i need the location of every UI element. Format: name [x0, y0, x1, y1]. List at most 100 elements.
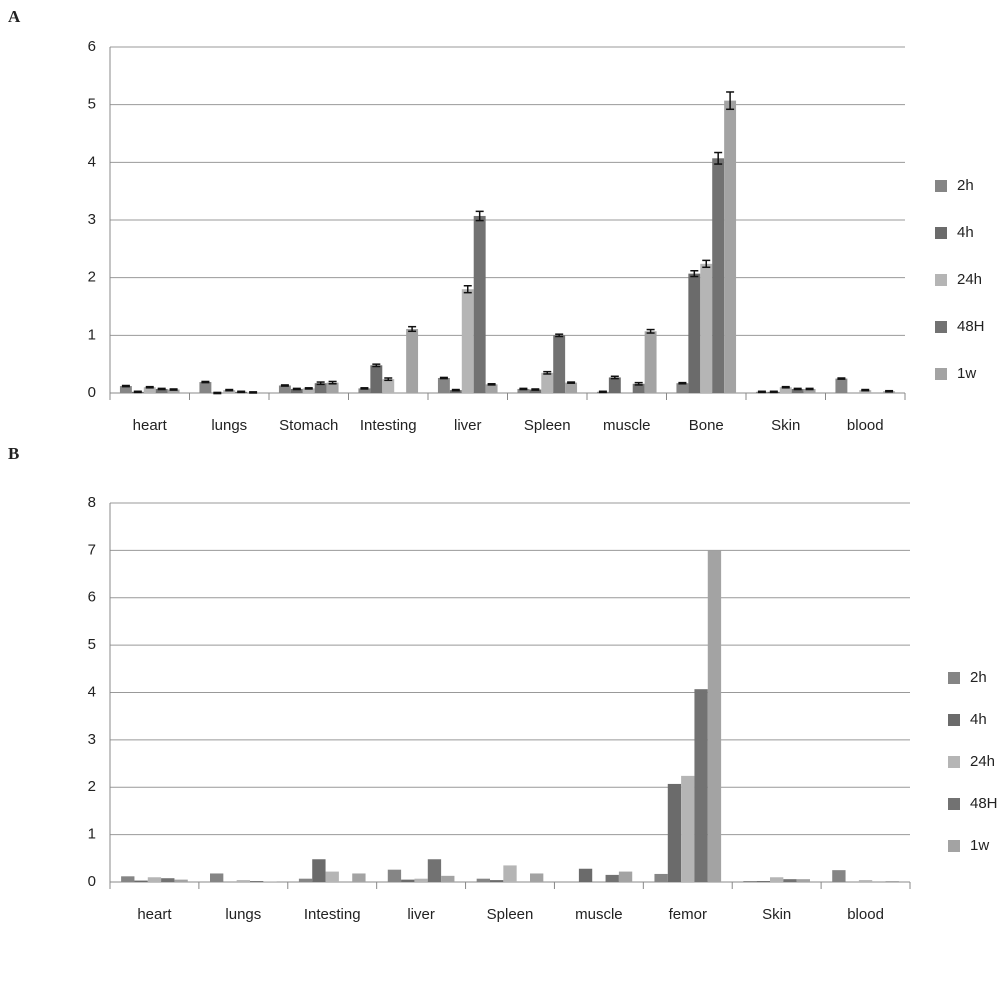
bar — [608, 377, 621, 393]
error-bar — [408, 325, 417, 333]
bar — [250, 881, 264, 882]
error-bar — [690, 269, 699, 278]
error-bar — [555, 333, 564, 338]
y-tick-label: 4 — [88, 153, 96, 170]
bar — [143, 387, 156, 393]
error-bar — [702, 259, 711, 269]
bar — [688, 273, 701, 393]
y-tick-label: 5 — [88, 636, 96, 653]
legend-swatch — [935, 274, 947, 286]
y-tick-label: 6 — [88, 589, 96, 606]
legend-swatch — [948, 798, 960, 810]
legend-label: 1w — [970, 837, 989, 854]
error-bar — [237, 390, 246, 394]
bar — [632, 383, 645, 393]
x-tick-label: femor — [669, 906, 707, 923]
bar — [529, 389, 542, 393]
error-bar — [531, 388, 540, 391]
error-bar — [757, 390, 766, 394]
error-bar — [726, 91, 735, 111]
error-bar — [714, 151, 723, 165]
x-tick-label: Skin — [762, 906, 791, 923]
bar — [236, 880, 250, 882]
error-bar — [487, 383, 496, 386]
legend-swatch — [935, 368, 947, 380]
bar — [694, 689, 708, 882]
bar — [437, 378, 450, 393]
error-bar — [543, 370, 552, 375]
bar — [553, 335, 566, 393]
error-bar — [292, 387, 301, 391]
bar — [427, 859, 442, 882]
y-tick-label: 4 — [88, 683, 96, 700]
error-bar — [328, 380, 337, 385]
y-tick-label: 3 — [88, 731, 96, 748]
error-bar — [316, 381, 325, 386]
bar — [401, 879, 415, 882]
error-bar — [145, 385, 154, 389]
x-tick-label: heart — [137, 906, 172, 923]
y-tick-label: 6 — [88, 38, 96, 55]
bar — [461, 289, 474, 393]
bar — [382, 379, 395, 393]
x-tick-label: Stomach — [279, 417, 338, 434]
error-bar — [646, 328, 655, 334]
y-tick-label: 0 — [88, 873, 96, 890]
x-tick-label: Intesting — [360, 417, 417, 434]
x-tick-label: Intesting — [304, 906, 361, 923]
legend-swatch — [935, 180, 947, 192]
bar — [783, 879, 797, 882]
error-bar — [519, 387, 528, 391]
bar — [832, 870, 846, 882]
bar — [298, 878, 313, 882]
error-bar — [837, 377, 846, 380]
bar — [578, 868, 593, 882]
bar — [618, 871, 633, 882]
bar — [517, 388, 530, 393]
bar — [724, 100, 737, 393]
error-bar — [213, 391, 222, 395]
bar — [302, 388, 315, 393]
bar — [803, 388, 816, 393]
panel-label: B — [8, 444, 19, 463]
error-bar — [463, 284, 472, 294]
bar — [485, 384, 498, 393]
error-bar — [769, 390, 778, 394]
legend-label: 2h — [957, 177, 974, 194]
x-tick-label: blood — [847, 906, 884, 923]
bar — [700, 263, 713, 393]
legend-label: 24h — [970, 753, 995, 770]
y-tick-label: 1 — [88, 826, 96, 843]
x-tick-label: muscle — [575, 906, 623, 923]
bar — [676, 383, 689, 393]
y-tick-label: 2 — [88, 778, 96, 795]
x-tick-label: lungs — [211, 417, 247, 434]
x-tick-label: liver — [407, 906, 435, 923]
bar — [223, 390, 236, 393]
legend-label: 1w — [957, 365, 976, 382]
error-bar — [805, 387, 814, 391]
y-tick-label: 7 — [88, 541, 96, 558]
x-tick-label: lungs — [225, 906, 261, 923]
error-bar — [201, 380, 210, 384]
bar — [174, 879, 188, 882]
bar — [210, 873, 224, 882]
legend-label: 48H — [957, 318, 985, 335]
error-bar — [781, 385, 790, 389]
error-bar — [133, 390, 142, 394]
error-bar — [384, 377, 393, 382]
error-bar — [451, 388, 460, 392]
error-bar — [372, 363, 381, 368]
bar — [859, 390, 872, 393]
bar — [503, 865, 517, 882]
bar — [134, 880, 148, 882]
error-bar — [567, 381, 576, 384]
bar — [167, 389, 180, 393]
bar — [473, 215, 486, 393]
error-bar — [249, 391, 258, 394]
bar — [858, 880, 873, 882]
bar — [743, 881, 757, 882]
bar — [414, 878, 428, 882]
x-tick-label: liver — [454, 417, 482, 434]
